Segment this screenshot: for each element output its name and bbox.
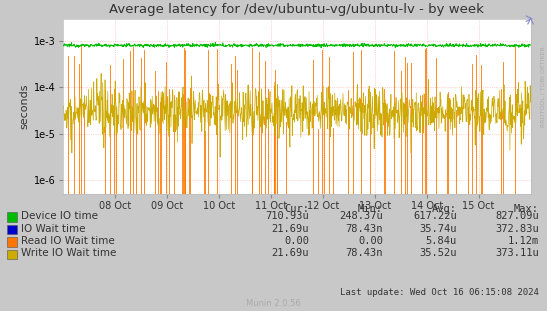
Text: 373.11u: 373.11u: [495, 248, 539, 258]
Text: 21.69u: 21.69u: [271, 248, 309, 258]
Text: Last update: Wed Oct 16 06:15:08 2024: Last update: Wed Oct 16 06:15:08 2024: [340, 288, 539, 297]
Text: 0.00: 0.00: [284, 236, 309, 246]
Text: 78.43n: 78.43n: [345, 248, 383, 258]
Text: Max:: Max:: [514, 204, 539, 214]
Text: Min:: Min:: [358, 204, 383, 214]
Text: Read IO Wait time: Read IO Wait time: [21, 236, 114, 246]
Text: 35.52u: 35.52u: [419, 248, 457, 258]
Text: 617.22u: 617.22u: [413, 211, 457, 221]
Text: 248.37u: 248.37u: [339, 211, 383, 221]
Text: 1.12m: 1.12m: [508, 236, 539, 246]
Text: 0.00: 0.00: [358, 236, 383, 246]
Text: 710.93u: 710.93u: [265, 211, 309, 221]
Text: IO Wait time: IO Wait time: [21, 224, 85, 234]
Text: 372.83u: 372.83u: [495, 224, 539, 234]
Text: Cur:: Cur:: [284, 204, 309, 214]
Text: 35.74u: 35.74u: [419, 224, 457, 234]
Text: 5.84u: 5.84u: [426, 236, 457, 246]
Text: 21.69u: 21.69u: [271, 224, 309, 234]
Text: Avg:: Avg:: [432, 204, 457, 214]
Text: 78.43n: 78.43n: [345, 224, 383, 234]
Title: Average latency for /dev/ubuntu-vg/ubuntu-lv - by week: Average latency for /dev/ubuntu-vg/ubunt…: [109, 3, 484, 16]
Text: RRDTOOL / TOBI OETIKER: RRDTOOL / TOBI OETIKER: [541, 47, 546, 128]
Y-axis label: seconds: seconds: [20, 84, 30, 129]
Text: 827.09u: 827.09u: [495, 211, 539, 221]
Text: Device IO time: Device IO time: [21, 211, 98, 221]
Text: Munin 2.0.56: Munin 2.0.56: [246, 299, 301, 308]
Text: Write IO Wait time: Write IO Wait time: [21, 248, 116, 258]
